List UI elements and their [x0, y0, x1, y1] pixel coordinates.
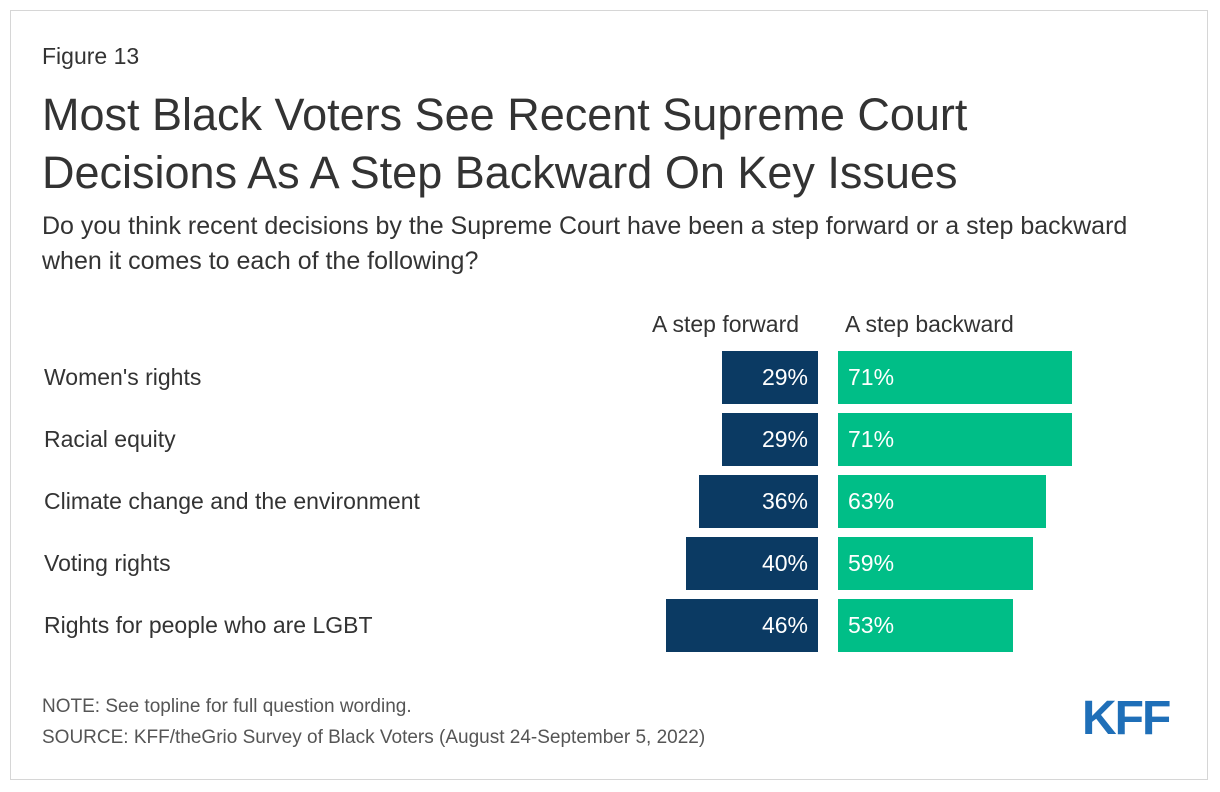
value-label-forward-racial-equity: 29% — [761, 426, 808, 452]
category-label-climate-change-and-the-environment: Climate change and the environment — [44, 488, 420, 514]
value-label-backward-women-s-rights: 71% — [848, 364, 895, 390]
value-label-forward-climate-change-and-the-environment: 36% — [761, 488, 808, 514]
value-label-backward-climate-change-and-the-environment: 63% — [848, 488, 895, 514]
category-label-rights-for-people-who-are-lgbt: Rights for people who are LGBT — [44, 612, 373, 638]
chart-subtitle: Do you think recent decisions by the Sup… — [42, 212, 1128, 275]
value-label-forward-rights-for-people-who-are-lgbt: 46% — [761, 612, 808, 638]
kff-logo-text: KFF — [1082, 694, 1170, 738]
bar-backward-rights-for-people-who-are-lgbt — [838, 599, 1013, 652]
category-label-women-s-rights: Women's rights — [44, 364, 202, 390]
category-label-voting-rights: Voting rights — [44, 550, 171, 576]
bar-forward-climate-change-and-the-environment — [699, 475, 818, 528]
bar-backward-racial-equity — [838, 413, 1073, 466]
bar-backward-climate-change-and-the-environment — [838, 475, 1046, 528]
value-label-forward-women-s-rights: 29% — [761, 364, 808, 390]
bar-forward-rights-for-people-who-are-lgbt — [666, 599, 818, 652]
bar-backward-women-s-rights — [838, 351, 1073, 404]
bar-forward-voting-rights — [686, 537, 818, 590]
note-text: NOTE: See topline for full question word… — [42, 696, 412, 717]
bar-forward-women-s-rights — [722, 351, 818, 404]
bar-forward-racial-equity — [722, 413, 818, 466]
legend-step-forward: A step forward — [652, 311, 800, 337]
value-label-backward-voting-rights: 59% — [848, 550, 895, 576]
category-label-racial-equity: Racial equity — [44, 426, 176, 452]
bar-backward-voting-rights — [838, 537, 1033, 590]
value-label-backward-rights-for-people-who-are-lgbt: 53% — [848, 612, 895, 638]
value-label-backward-racial-equity: 71% — [848, 426, 895, 452]
kff-logo: KFF — [1082, 694, 1172, 738]
value-label-forward-voting-rights: 40% — [761, 550, 808, 576]
figure-label: Figure 13 — [42, 43, 140, 69]
legend-step-backward: A step backward — [845, 311, 1014, 337]
source-text: SOURCE: KFF/theGrio Survey of Black Vote… — [42, 727, 706, 748]
chart-title: Most Black Voters See Recent Supreme Cou… — [42, 89, 968, 198]
